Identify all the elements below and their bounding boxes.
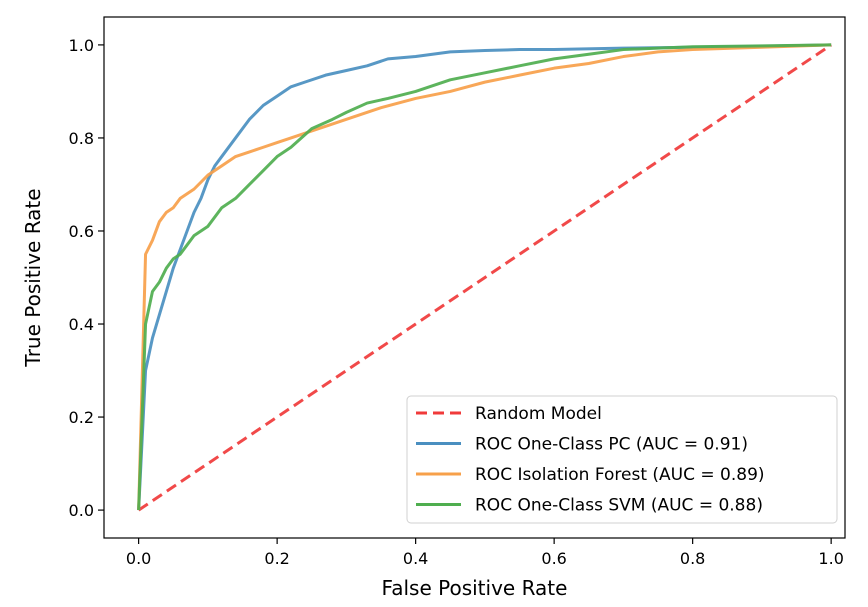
x-tick-label: 0.6 [541,549,566,568]
plot-frame [103,16,846,539]
y-tick-label: 0.8 [69,129,94,148]
legend: Random Model ROC One-Class PC (AUC = 0.91… [406,395,838,524]
x-tick-label: 1.0 [818,549,843,568]
y-tick-label: 0.4 [69,315,94,334]
plot-lines [137,43,832,512]
legend-label-0: Random Model [475,404,602,424]
y-tick-label: 0.0 [69,501,94,520]
x-tick-label: 0.0 [126,549,151,568]
axis-ticks: 0.0 0.2 0.4 0.6 0.8 1.0 0.0 0.2 0.4 0.6 0.8 1.0 [69,36,844,568]
legend-label-3: ROC One-Class SVM (AUC = 0.88) [475,496,763,516]
legend-label-1: ROC One-Class PC (AUC = 0.91) [475,435,748,455]
x-axis-label: False Positive Rate [382,576,568,600]
legend-label-2: ROC Isolation Forest (AUC = 0.89) [475,465,765,485]
series-line-3 [137,43,832,511]
legend-box [406,395,838,524]
y-tick-label: 1.0 [69,36,94,55]
x-tick-label: 0.8 [680,549,705,568]
y-tick-label: 0.2 [69,408,94,427]
series-line-0 [137,43,832,512]
y-tick-label: 0.6 [69,222,94,241]
x-tick-label: 0.4 [403,549,428,568]
series-line-2 [137,43,832,511]
series-line-1 [137,43,832,511]
y-axis-label: True Positive Rate [21,188,45,367]
x-tick-label: 0.2 [264,549,289,568]
